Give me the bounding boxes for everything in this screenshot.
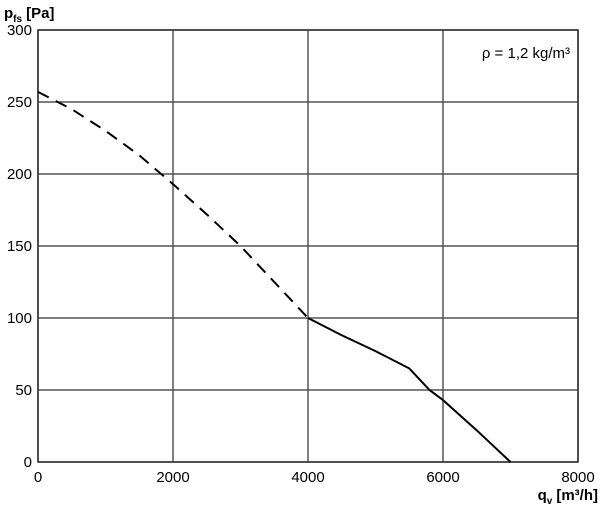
annotation: ρ = 1,2 kg/m³ — [482, 45, 570, 62]
x-label-unit: [m³/h] — [556, 487, 598, 504]
x-tick-label: 6000 — [426, 469, 459, 486]
plot-border — [37, 29, 579, 463]
y-tick-label: 50 — [15, 382, 32, 399]
y-tick-label: 300 — [7, 22, 32, 39]
x-tick-label: 2000 — [156, 469, 189, 486]
curve — [37, 91, 309, 319]
y-tick-label: 200 — [7, 166, 32, 183]
y-tick-label: 150 — [7, 238, 32, 255]
x-tick-label: 8000 — [561, 469, 594, 486]
x-label-subscript: v — [547, 496, 553, 507]
x-tick-label: 4000 — [291, 469, 324, 486]
y-tick-label: 250 — [7, 94, 32, 111]
y-tick-label: 100 — [7, 310, 32, 327]
x-label-symbol: q — [538, 487, 547, 504]
x-tick-label: 0 — [34, 469, 42, 486]
y-label-subscript: fs — [13, 14, 22, 25]
y-label-unit: [Pa] — [26, 5, 54, 22]
y-tick-label: 0 — [24, 454, 32, 471]
y-axis-label: pfs [Pa] — [4, 5, 54, 25]
x-axis-label: qv [m³/h] — [538, 487, 598, 507]
y-label-symbol: p — [4, 5, 13, 22]
curve — [307, 317, 512, 463]
